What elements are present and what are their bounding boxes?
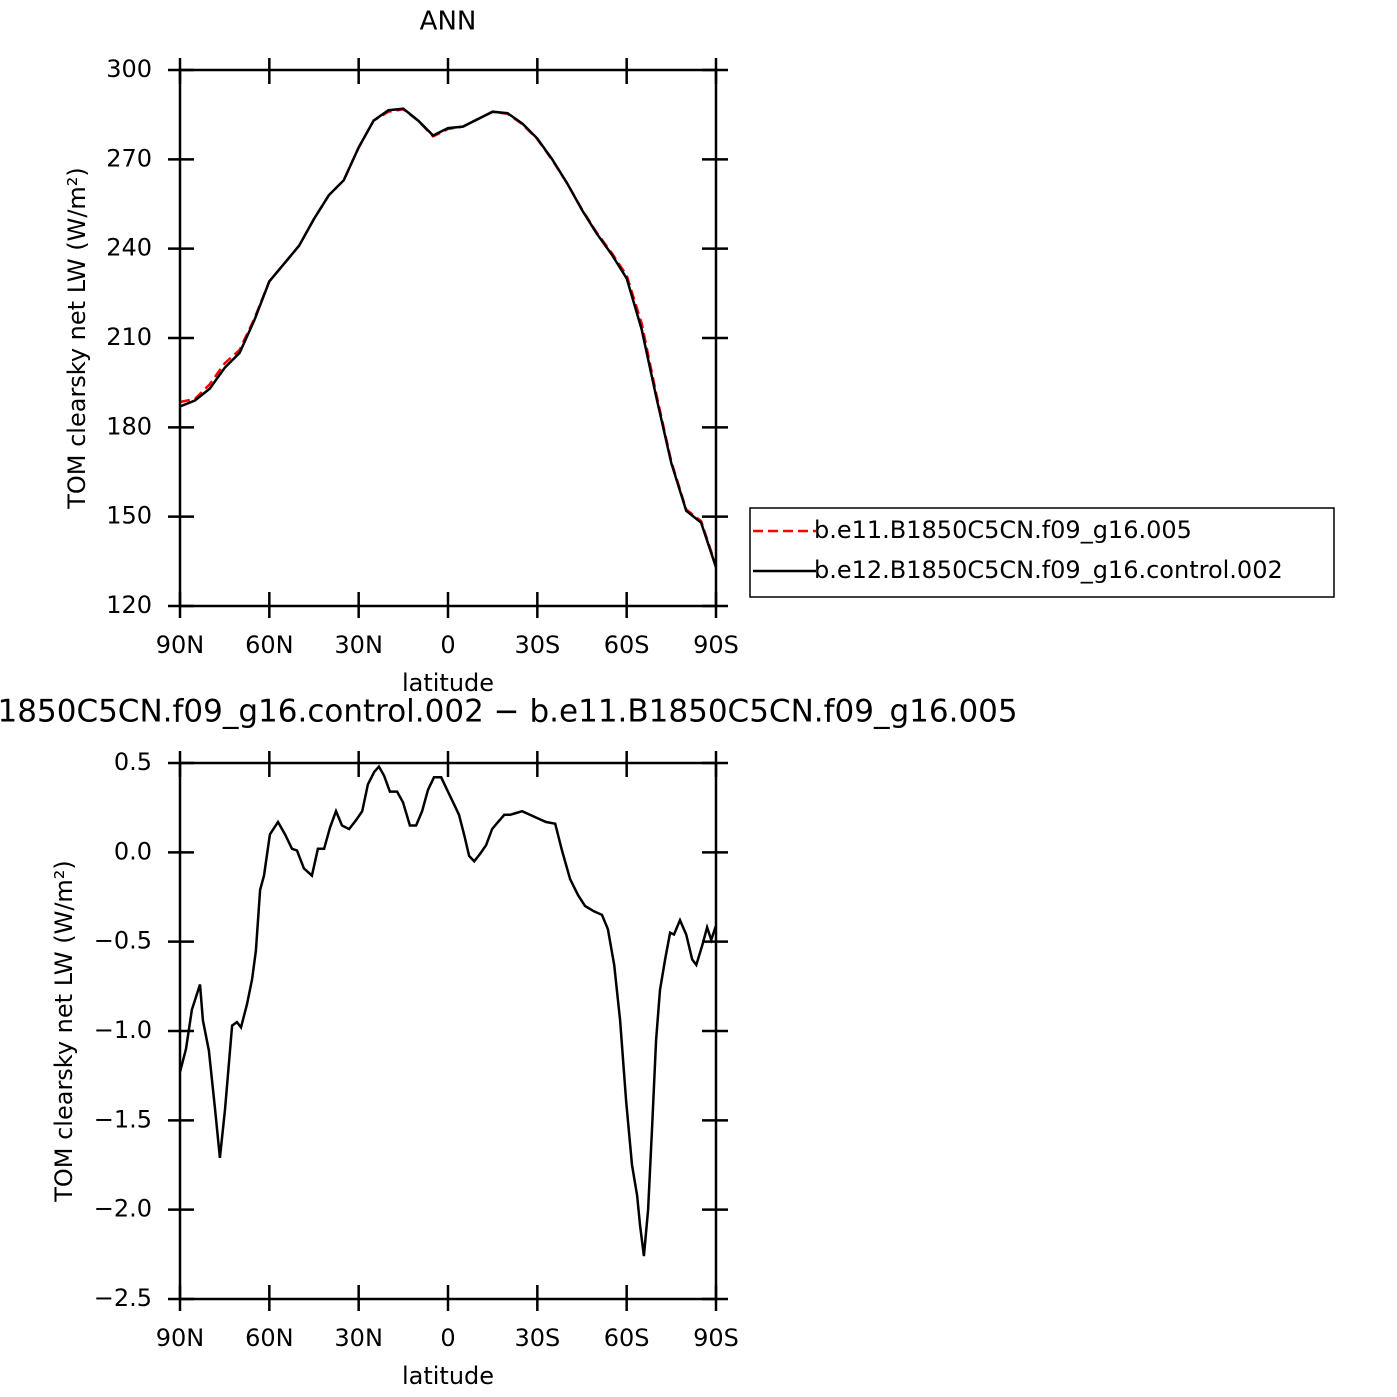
y-tick-label: 0.5 xyxy=(114,748,152,776)
x-tick-label: 90N xyxy=(156,1324,205,1352)
y-tick-label: −2.0 xyxy=(94,1195,152,1223)
x-tick-label: 60N xyxy=(245,1324,294,1352)
y-tick-label: −1.5 xyxy=(94,1105,152,1133)
y-tick-label: −2.5 xyxy=(94,1284,152,1312)
y-tick-label: 240 xyxy=(106,234,152,262)
x-tick-label: 30S xyxy=(514,1324,560,1352)
y-tick-label: 300 xyxy=(106,55,152,83)
legend-label: b.e12.B1850C5CN.f09_g16.control.002 xyxy=(814,556,1283,584)
data-line xyxy=(179,107,718,567)
data-line xyxy=(179,107,718,568)
y-axis-label: TOM clearsky net LW (W/m²) xyxy=(63,167,91,510)
y-tick-label: 210 xyxy=(106,323,152,351)
x-tick-label: 90S xyxy=(693,631,739,659)
x-tick-label: 30N xyxy=(334,1324,383,1352)
x-tick-label: 60N xyxy=(245,631,294,659)
legend-label: b.e11.B1850C5CN.f09_g16.005 xyxy=(814,516,1192,544)
x-tick-label: 0 xyxy=(440,631,455,659)
chart-title: b.e12.B1850C5CN.f09_g16.control.002 − b.… xyxy=(0,694,1018,730)
x-tick-label: 60S xyxy=(604,631,650,659)
x-tick-label: 30N xyxy=(334,631,383,659)
data-line xyxy=(178,764,718,1257)
x-tick-label: 0 xyxy=(440,1324,455,1352)
y-tick-label: 150 xyxy=(106,502,152,530)
x-tick-label: 30S xyxy=(514,631,560,659)
x-tick-label: 90N xyxy=(156,631,205,659)
y-tick-label: 120 xyxy=(106,591,152,619)
chart-title: ANN xyxy=(420,7,477,37)
y-tick-label: −0.5 xyxy=(94,927,152,955)
y-tick-label: 180 xyxy=(106,412,152,440)
x-axis-label: latitude xyxy=(402,669,494,697)
x-axis-label: latitude xyxy=(402,1362,494,1390)
x-tick-label: 90S xyxy=(693,1324,739,1352)
y-axis-label: TOM clearsky net LW (W/m²) xyxy=(50,860,78,1203)
plot-frame xyxy=(178,761,718,1301)
y-tick-label: 0.0 xyxy=(114,837,152,865)
y-tick-label: 270 xyxy=(106,144,152,172)
x-tick-label: 60S xyxy=(604,1324,650,1352)
plot-frame xyxy=(178,68,718,608)
legend-box xyxy=(749,507,1335,598)
y-tick-label: −1.0 xyxy=(94,1016,152,1044)
